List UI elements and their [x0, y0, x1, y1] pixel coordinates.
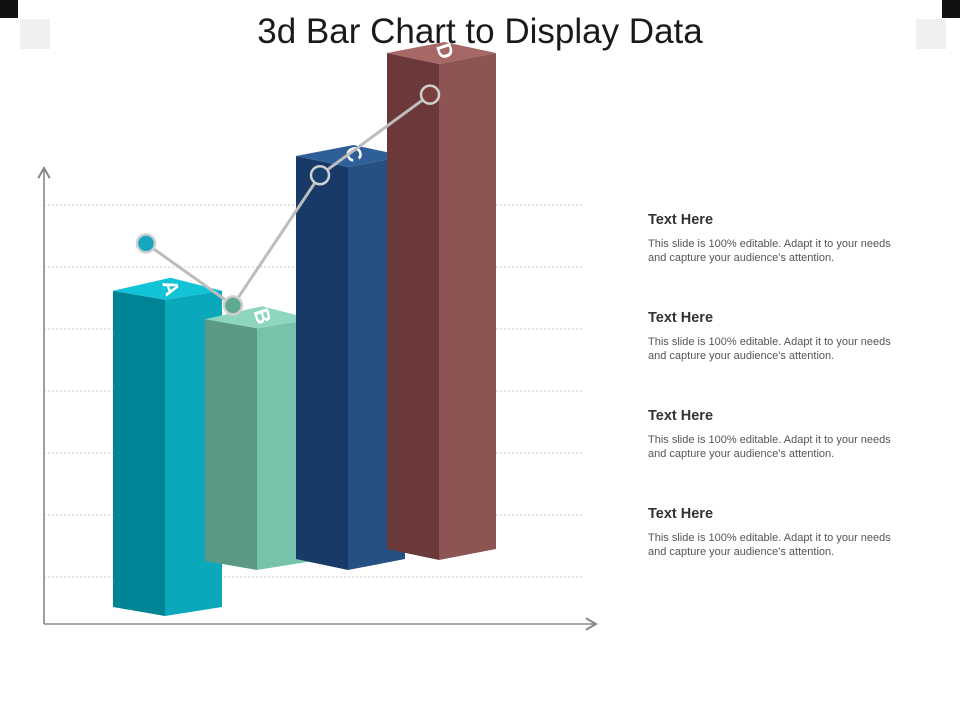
text-block-body: This slide is 100% editable. Adapt it to… — [648, 336, 891, 362]
text-block-body: This slide is 100% editable. Adapt it to… — [648, 532, 891, 558]
corner-square-dark — [0, 0, 18, 18]
corner-square-light — [20, 19, 50, 49]
trend-point — [309, 164, 331, 186]
text-block-heading: Text Here — [648, 212, 714, 228]
text-block-heading: Text Here — [648, 408, 714, 424]
bar-face-top — [205, 306, 313, 329]
bar-face-top — [387, 42, 496, 64]
text-blocks: Text Here This slide is 100% editable. A… — [648, 212, 938, 604]
text-block-heading: Text Here — [648, 506, 714, 522]
page-title: 3d Bar Chart to Display Data — [257, 12, 703, 51]
bar-face-top — [296, 145, 405, 167]
trend-point — [419, 84, 441, 105]
chart-axes — [37, 165, 599, 631]
text-block: Text Here This slide is 100% editable. A… — [648, 506, 938, 604]
text-block-body: This slide is 100% editable. Adapt it to… — [648, 238, 891, 264]
corner-square-dark — [942, 0, 960, 18]
corner-square-light — [916, 19, 946, 49]
text-block-body: This slide is 100% editable. Adapt it to… — [648, 434, 891, 460]
bar-category-label: C — [340, 143, 367, 165]
text-block-heading: Text Here — [648, 310, 714, 326]
trend-line-series — [135, 84, 441, 316]
corner-decoration-left — [0, 0, 50, 50]
bar-category-label: D — [431, 40, 458, 62]
bar-face-left — [296, 156, 348, 570]
trend-point — [222, 295, 244, 316]
text-block: Text Here This slide is 100% editable. A… — [648, 408, 938, 506]
trend-point — [135, 233, 157, 254]
bar-face-left — [113, 290, 165, 616]
bar-category-label: A — [157, 277, 184, 299]
text-block: Text Here This slide is 100% editable. A… — [648, 212, 938, 310]
bar-category-label: B — [249, 306, 276, 328]
bar-face-top — [113, 277, 222, 300]
trend-line — [145, 93, 431, 307]
bar-face-right — [439, 53, 496, 560]
bar-face-left — [387, 53, 439, 560]
bars: A B C D — [113, 40, 496, 616]
text-block: Text Here This slide is 100% editable. A… — [648, 310, 938, 408]
bar-d: D — [387, 40, 496, 560]
bar-face-left — [205, 319, 257, 570]
corner-decoration-right — [910, 0, 960, 50]
